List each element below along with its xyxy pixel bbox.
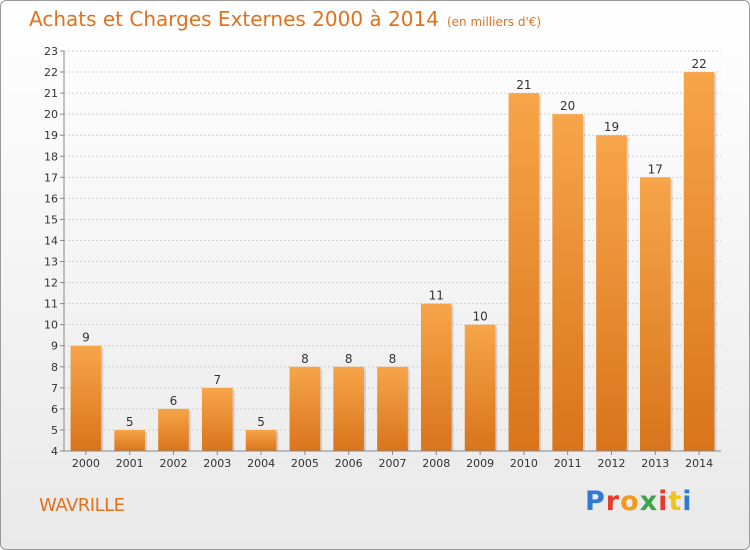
logo-letter: i: [658, 486, 669, 517]
x-tick-label: 2007: [379, 457, 407, 470]
bar-2014: [683, 72, 715, 451]
data-label: 5: [126, 415, 134, 429]
bar-2006: [333, 366, 365, 451]
data-label: 8: [389, 352, 397, 366]
y-tick-label: 8: [51, 361, 58, 374]
y-tick-label: 22: [44, 66, 58, 79]
chart-title-block: Achats et Charges Externes 2000 à 2014 (e…: [29, 7, 541, 31]
bar-2003: [201, 387, 233, 451]
x-tick-label: 2013: [641, 457, 669, 470]
data-label: 9: [82, 331, 90, 345]
y-tick-label: 21: [44, 87, 58, 100]
chart-subtitle: (en milliers d'€): [446, 15, 542, 29]
data-label: 8: [301, 352, 309, 366]
data-label: 17: [648, 162, 663, 176]
y-tick-label: 9: [51, 340, 58, 353]
bar-2002: [158, 408, 189, 451]
y-tick-label: 6: [51, 403, 58, 416]
y-tick-label: 11: [44, 298, 58, 311]
x-tick-label: 2008: [422, 457, 450, 470]
y-tick-label: 23: [44, 45, 58, 58]
data-label: 10: [472, 310, 487, 324]
bar-2007: [377, 366, 408, 451]
y-tick-label: 15: [44, 213, 58, 226]
y-tick-label: 17: [44, 171, 58, 184]
y-tick-label: 5: [51, 424, 58, 437]
logo-letter: r: [605, 486, 621, 517]
x-tick-label: 2000: [72, 457, 100, 470]
data-label: 11: [429, 289, 444, 303]
data-label: 20: [560, 99, 575, 113]
x-tick-label: 2002: [160, 457, 188, 470]
x-tick-label: 2006: [335, 457, 363, 470]
x-tick-label: 2009: [466, 457, 494, 470]
y-tick-label: 18: [44, 150, 58, 163]
bar-2013: [639, 177, 671, 451]
bar-2010: [508, 93, 540, 452]
y-tick-label: 13: [44, 256, 58, 269]
chart-title: Achats et Charges Externes 2000 à 2014: [29, 7, 439, 31]
data-label: 21: [516, 78, 531, 92]
bar-2005: [289, 366, 321, 451]
data-label: 6: [170, 394, 178, 408]
bar-2008: [420, 303, 452, 451]
bar-2012: [596, 135, 627, 452]
data-label: 5: [257, 415, 265, 429]
data-label: 7: [213, 373, 221, 387]
bar-2011: [552, 114, 584, 451]
x-tick-label: 2004: [247, 457, 275, 470]
y-tick-label: 19: [44, 129, 58, 142]
logo-letter: P: [585, 486, 606, 517]
x-tick-label: 2014: [685, 457, 713, 470]
logo-letter: i: [682, 486, 693, 517]
x-tick-label: 2001: [116, 457, 144, 470]
x-tick-label: 2005: [291, 457, 319, 470]
proxiti-logo: Proxiti: [585, 486, 693, 517]
y-tick-label: 7: [51, 382, 58, 395]
bar-2001: [114, 429, 146, 451]
y-tick-label: 14: [44, 234, 58, 247]
y-tick-label: 10: [44, 319, 58, 332]
y-tick-label: 12: [44, 277, 58, 290]
data-label: 22: [691, 57, 706, 71]
y-tick-label: 16: [44, 192, 58, 205]
x-tick-label: 2003: [203, 457, 231, 470]
x-tick-label: 2010: [510, 457, 538, 470]
x-tick-label: 2011: [554, 457, 582, 470]
y-tick-label: 20: [44, 108, 58, 121]
logo-letter: o: [620, 486, 640, 517]
x-tick-label: 2012: [598, 457, 626, 470]
data-label: 8: [345, 352, 353, 366]
place-name: WAVRILLE: [39, 495, 125, 516]
y-tick-label: 4: [51, 445, 58, 458]
logo-letter: t: [668, 486, 683, 517]
bar-2004: [245, 429, 277, 451]
bar-2009: [464, 324, 496, 451]
data-label: 19: [604, 120, 619, 134]
bar-2000: [70, 345, 102, 451]
logo-letter: x: [639, 486, 659, 517]
